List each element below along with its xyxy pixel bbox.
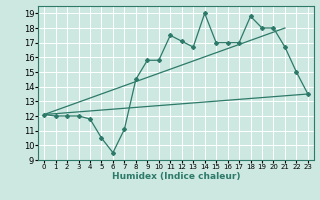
X-axis label: Humidex (Indice chaleur): Humidex (Indice chaleur) [112, 172, 240, 181]
